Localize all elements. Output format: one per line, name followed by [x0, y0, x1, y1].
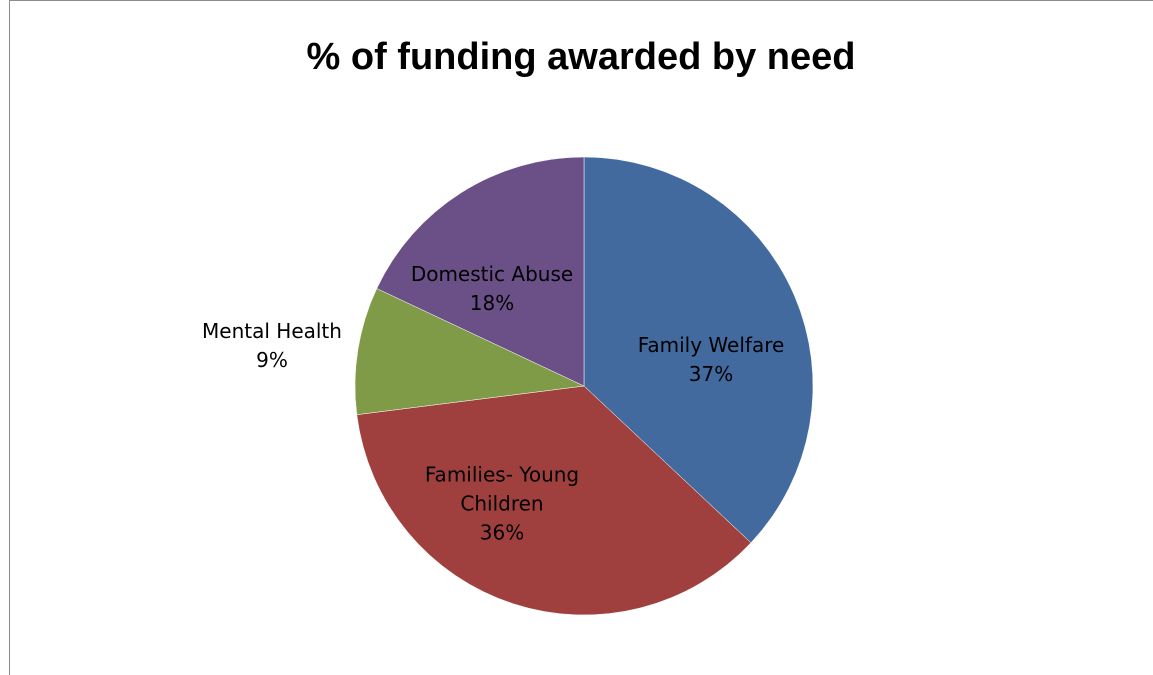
- data-label-percent-families-young-children: 36%: [480, 521, 524, 545]
- pie-slice-mental-health: [354, 288, 585, 415]
- data-label-percent-mental-health: 9%: [256, 348, 288, 372]
- pie-slice-domestic-abuse: [376, 156, 585, 387]
- data-label-category-families-young-children: Children: [460, 492, 543, 516]
- pie-slice-families-young-children: [356, 385, 752, 616]
- data-label-category-families-young-children: Families- Young: [425, 463, 579, 487]
- data-label-percent-domestic-abuse: 18%: [470, 291, 514, 315]
- pie-slice-family-welfare: [583, 156, 814, 544]
- chart-title: % of funding awarded by need: [306, 36, 856, 78]
- data-label-percent-family-welfare: 37%: [689, 362, 733, 386]
- data-label-category-mental-health: Mental Health: [202, 319, 342, 343]
- data-label-category-domestic-abuse: Domestic Abuse: [411, 262, 573, 286]
- data-label-category-family-welfare: Family Welfare: [638, 333, 785, 357]
